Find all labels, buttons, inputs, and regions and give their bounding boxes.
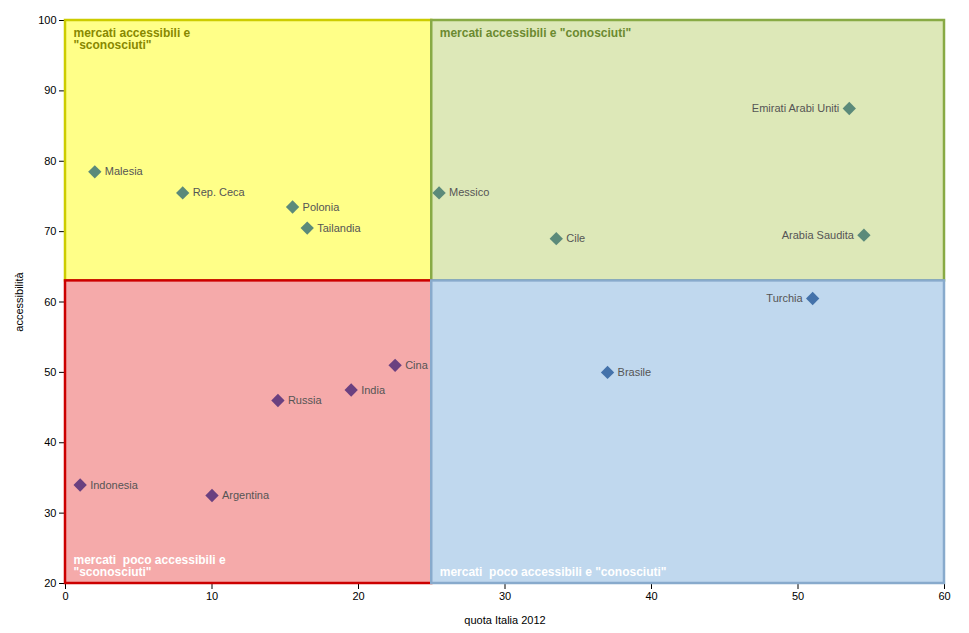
svg-text:Turchia: Turchia: [766, 292, 803, 304]
svg-text:Emirati Arabi Uniti: Emirati Arabi Uniti: [752, 102, 839, 114]
svg-text:mercati poco accessibili e "c: mercati poco accessibili e "conosciuti": [440, 565, 667, 579]
svg-text:accessibilità: accessibilità: [13, 271, 25, 331]
svg-text:Rep. Ceca: Rep. Ceca: [193, 186, 246, 198]
svg-text:Brasile: Brasile: [618, 366, 652, 378]
svg-text:80: 80: [44, 155, 56, 167]
svg-text:70: 70: [44, 225, 56, 237]
svg-text:mercati poco accessibili e"sc: mercati poco accessibili e"sconosciuti": [74, 553, 226, 579]
svg-text:30: 30: [499, 590, 511, 602]
svg-text:quota Italia 2012: quota Italia 2012: [464, 614, 545, 626]
svg-text:20: 20: [44, 577, 56, 589]
svg-text:Indonesia: Indonesia: [90, 478, 139, 490]
svg-text:Malesia: Malesia: [105, 165, 144, 177]
svg-text:30: 30: [44, 507, 56, 519]
svg-text:Messico: Messico: [449, 186, 489, 198]
svg-text:Cina: Cina: [405, 359, 429, 371]
svg-text:50: 50: [44, 366, 56, 378]
svg-text:mercati accessibili e "conosci: mercati accessibili e "conosciuti": [440, 26, 631, 40]
svg-text:40: 40: [44, 436, 56, 448]
svg-text:10: 10: [206, 590, 218, 602]
svg-text:Argentina: Argentina: [222, 489, 270, 501]
svg-text:100: 100: [38, 14, 56, 26]
svg-text:Cile: Cile: [566, 232, 585, 244]
svg-text:40: 40: [645, 590, 657, 602]
svg-text:mercati accessibili e"sconosci: mercati accessibili e"sconosciuti": [74, 26, 191, 52]
svg-text:60: 60: [938, 590, 950, 602]
svg-text:0: 0: [62, 590, 68, 602]
svg-text:India: India: [361, 383, 386, 395]
svg-text:90: 90: [44, 84, 56, 96]
svg-text:Russia: Russia: [288, 394, 323, 406]
svg-text:50: 50: [792, 590, 804, 602]
svg-text:Polonia: Polonia: [303, 201, 341, 213]
svg-text:20: 20: [352, 590, 364, 602]
svg-text:Arabia Saudita: Arabia Saudita: [782, 229, 855, 241]
svg-text:Tailandia: Tailandia: [317, 222, 361, 234]
svg-text:60: 60: [44, 296, 56, 308]
